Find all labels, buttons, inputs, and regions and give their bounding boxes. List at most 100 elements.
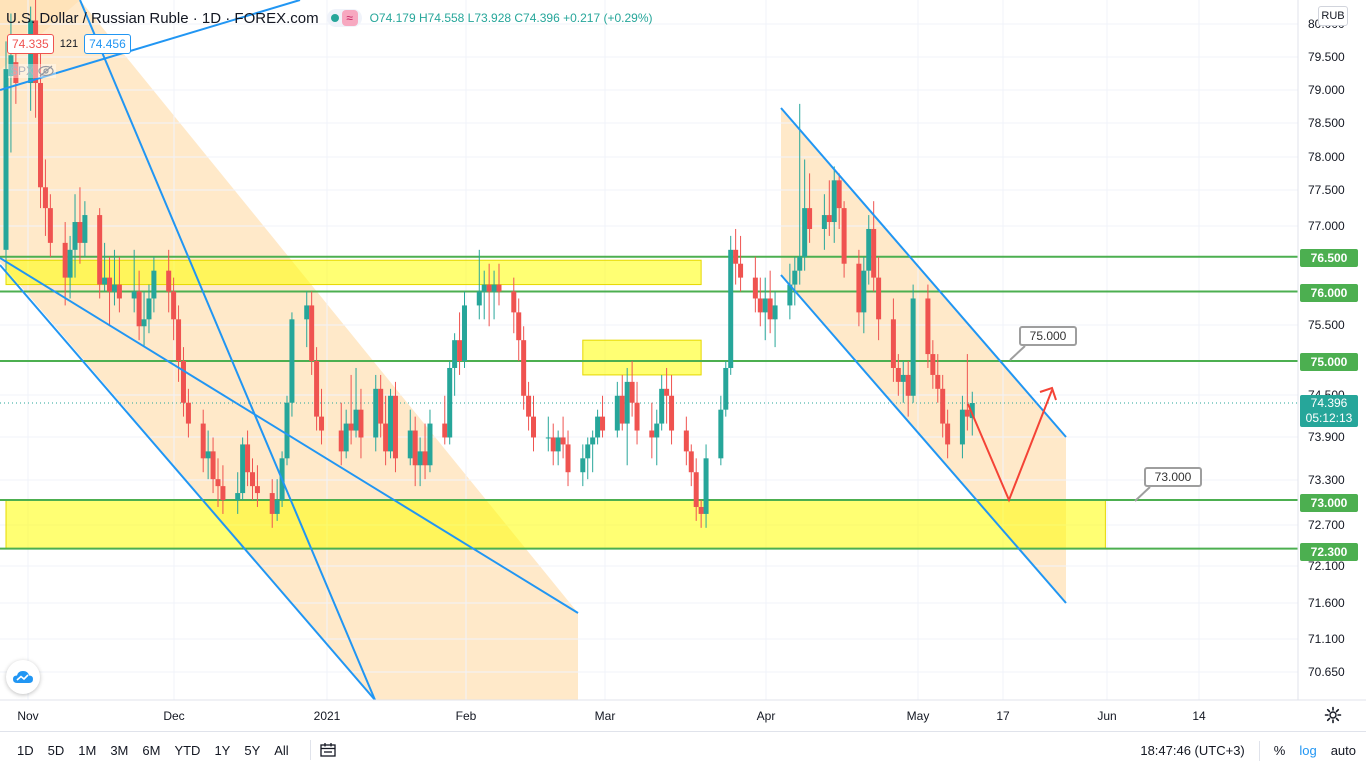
channel-line-4[interactable] xyxy=(780,107,1067,438)
candle-2021-01-04[interactable] xyxy=(338,402,344,466)
candle-2021-02-04[interactable] xyxy=(491,270,497,320)
candle-2021-03-25[interactable] xyxy=(733,228,739,285)
candle-2021-04-01[interactable] xyxy=(767,270,773,334)
candle-2020-12-14[interactable] xyxy=(235,472,241,514)
candle-2021-05-05[interactable] xyxy=(935,354,941,403)
settings-gear-icon[interactable] xyxy=(1324,706,1342,724)
candle-2020-11-06[interactable] xyxy=(47,194,53,257)
candle-2020-12-22[interactable] xyxy=(274,479,280,521)
candle-2021-05-11[interactable] xyxy=(964,354,970,431)
candle-2020-11-23[interactable] xyxy=(131,249,137,313)
candle-2020-12-29[interactable] xyxy=(309,291,315,375)
timeframe-all[interactable]: All xyxy=(274,742,289,758)
candle-2021-01-15[interactable] xyxy=(392,381,398,473)
candle-2021-01-18[interactable] xyxy=(407,409,413,466)
candle-2021-03-31[interactable] xyxy=(762,277,768,341)
candle-2021-01-14[interactable] xyxy=(388,388,394,459)
candle-2021-03-10[interactable] xyxy=(659,374,665,431)
candle-2021-04-28[interactable] xyxy=(900,361,906,403)
candle-2021-01-28[interactable] xyxy=(457,312,463,375)
candle-2021-03-29[interactable] xyxy=(752,256,758,313)
candle-2020-12-07[interactable] xyxy=(200,409,206,473)
timeframe-1d[interactable]: 1D xyxy=(17,742,34,758)
tradingview-logo[interactable] xyxy=(6,660,40,694)
candle-2021-03-03[interactable] xyxy=(624,367,630,466)
currency-button[interactable]: RUB xyxy=(1318,6,1348,26)
candle-2021-01-20[interactable] xyxy=(417,437,423,487)
candle-2021-02-08[interactable] xyxy=(511,277,517,334)
candle-2021-05-03[interactable] xyxy=(925,284,931,368)
candle-2021-04-23[interactable] xyxy=(876,256,882,341)
candle-2021-03-09[interactable] xyxy=(654,409,660,466)
candle-2020-10-28[interactable] xyxy=(3,41,9,271)
channel-line-3[interactable] xyxy=(0,264,376,701)
candle-2020-11-25[interactable] xyxy=(141,291,147,348)
callout-73000[interactable]: 73.000 xyxy=(1144,467,1202,487)
candle-2020-12-02[interactable] xyxy=(176,305,182,382)
zone-0[interactable] xyxy=(5,259,702,286)
candle-2021-01-25[interactable] xyxy=(442,395,448,445)
candle-2020-11-09[interactable] xyxy=(62,222,68,306)
timeframe-6m[interactable]: 6M xyxy=(142,742,161,758)
candle-2021-03-24[interactable] xyxy=(728,235,734,375)
candle-2020-11-27[interactable] xyxy=(151,256,157,313)
log-scale-toggle[interactable]: log xyxy=(1299,743,1317,758)
candle-2021-04-07[interactable] xyxy=(797,103,803,285)
candle-2020-11-05[interactable] xyxy=(42,159,48,236)
candle-2020-12-24[interactable] xyxy=(284,395,290,466)
callout-75000[interactable]: 75.000 xyxy=(1019,326,1077,346)
timeframe-5d[interactable]: 5D xyxy=(47,742,65,758)
candle-2020-12-30[interactable] xyxy=(314,347,320,431)
candle-2020-12-03[interactable] xyxy=(180,347,186,417)
candle-2021-02-02[interactable] xyxy=(481,270,487,320)
candle-2021-03-22[interactable] xyxy=(718,395,724,466)
channel-line-1[interactable] xyxy=(0,257,579,614)
calendar-range-icon[interactable] xyxy=(319,742,337,758)
symbol-title[interactable]: U.S. Dollar / Russian Ruble · 1D · FOREX… xyxy=(6,9,319,27)
candle-2021-01-22[interactable] xyxy=(427,409,433,473)
candle-2020-11-24[interactable] xyxy=(136,270,142,341)
candle-2021-04-29[interactable] xyxy=(905,361,911,417)
candle-2021-02-17[interactable] xyxy=(555,430,561,466)
candle-2021-01-08[interactable] xyxy=(358,388,364,459)
projection-line[interactable] xyxy=(967,389,1053,503)
candle-2020-11-30[interactable] xyxy=(166,249,172,313)
timeframe-1y[interactable]: 1Y xyxy=(214,742,231,758)
candle-2021-03-30[interactable] xyxy=(757,277,763,327)
candle-2021-04-06[interactable] xyxy=(792,256,798,306)
candle-2021-04-05[interactable] xyxy=(787,263,793,320)
candle-2020-12-18[interactable] xyxy=(254,465,260,507)
candle-2021-04-27[interactable] xyxy=(895,354,901,396)
candle-2021-02-25[interactable] xyxy=(595,409,601,445)
candle-2021-05-04[interactable] xyxy=(930,340,936,389)
candle-2021-04-20[interactable] xyxy=(861,256,867,334)
channel-line-2[interactable] xyxy=(79,0,376,701)
candle-2021-03-16[interactable] xyxy=(688,444,694,487)
percent-scale-toggle[interactable]: % xyxy=(1273,743,1286,758)
candle-2020-12-28[interactable] xyxy=(304,291,310,348)
candle-2021-04-14[interactable] xyxy=(831,166,837,243)
candle-2021-02-19[interactable] xyxy=(565,430,571,487)
candle-2021-01-27[interactable] xyxy=(452,333,458,396)
candle-2020-11-11[interactable] xyxy=(72,194,78,278)
candle-2021-02-26[interactable] xyxy=(600,395,606,438)
candle-2021-03-08[interactable] xyxy=(649,402,655,459)
candle-2021-02-12[interactable] xyxy=(531,395,537,452)
candle-2021-03-02[interactable] xyxy=(619,374,625,431)
candle-2020-12-04[interactable] xyxy=(185,388,191,438)
candle-2021-03-17[interactable] xyxy=(693,458,699,521)
candle-2021-04-12[interactable] xyxy=(821,194,827,250)
candle-2021-02-11[interactable] xyxy=(526,381,532,431)
auto-scale-toggle[interactable]: auto xyxy=(1330,743,1356,758)
candle-2020-11-12[interactable] xyxy=(77,187,83,264)
candle-2020-11-19[interactable] xyxy=(111,249,117,306)
timeframe-ytd[interactable]: YTD xyxy=(174,742,201,758)
candle-2021-03-26[interactable] xyxy=(738,235,744,292)
candle-2021-02-05[interactable] xyxy=(496,263,502,306)
candle-2021-02-24[interactable] xyxy=(590,430,596,473)
clock-timezone[interactable]: 18:47:46 (UTC+3) xyxy=(1140,743,1245,758)
candle-2021-02-01[interactable] xyxy=(476,249,482,320)
candle-2021-04-15[interactable] xyxy=(836,173,842,229)
candle-2021-03-04[interactable] xyxy=(629,361,635,417)
